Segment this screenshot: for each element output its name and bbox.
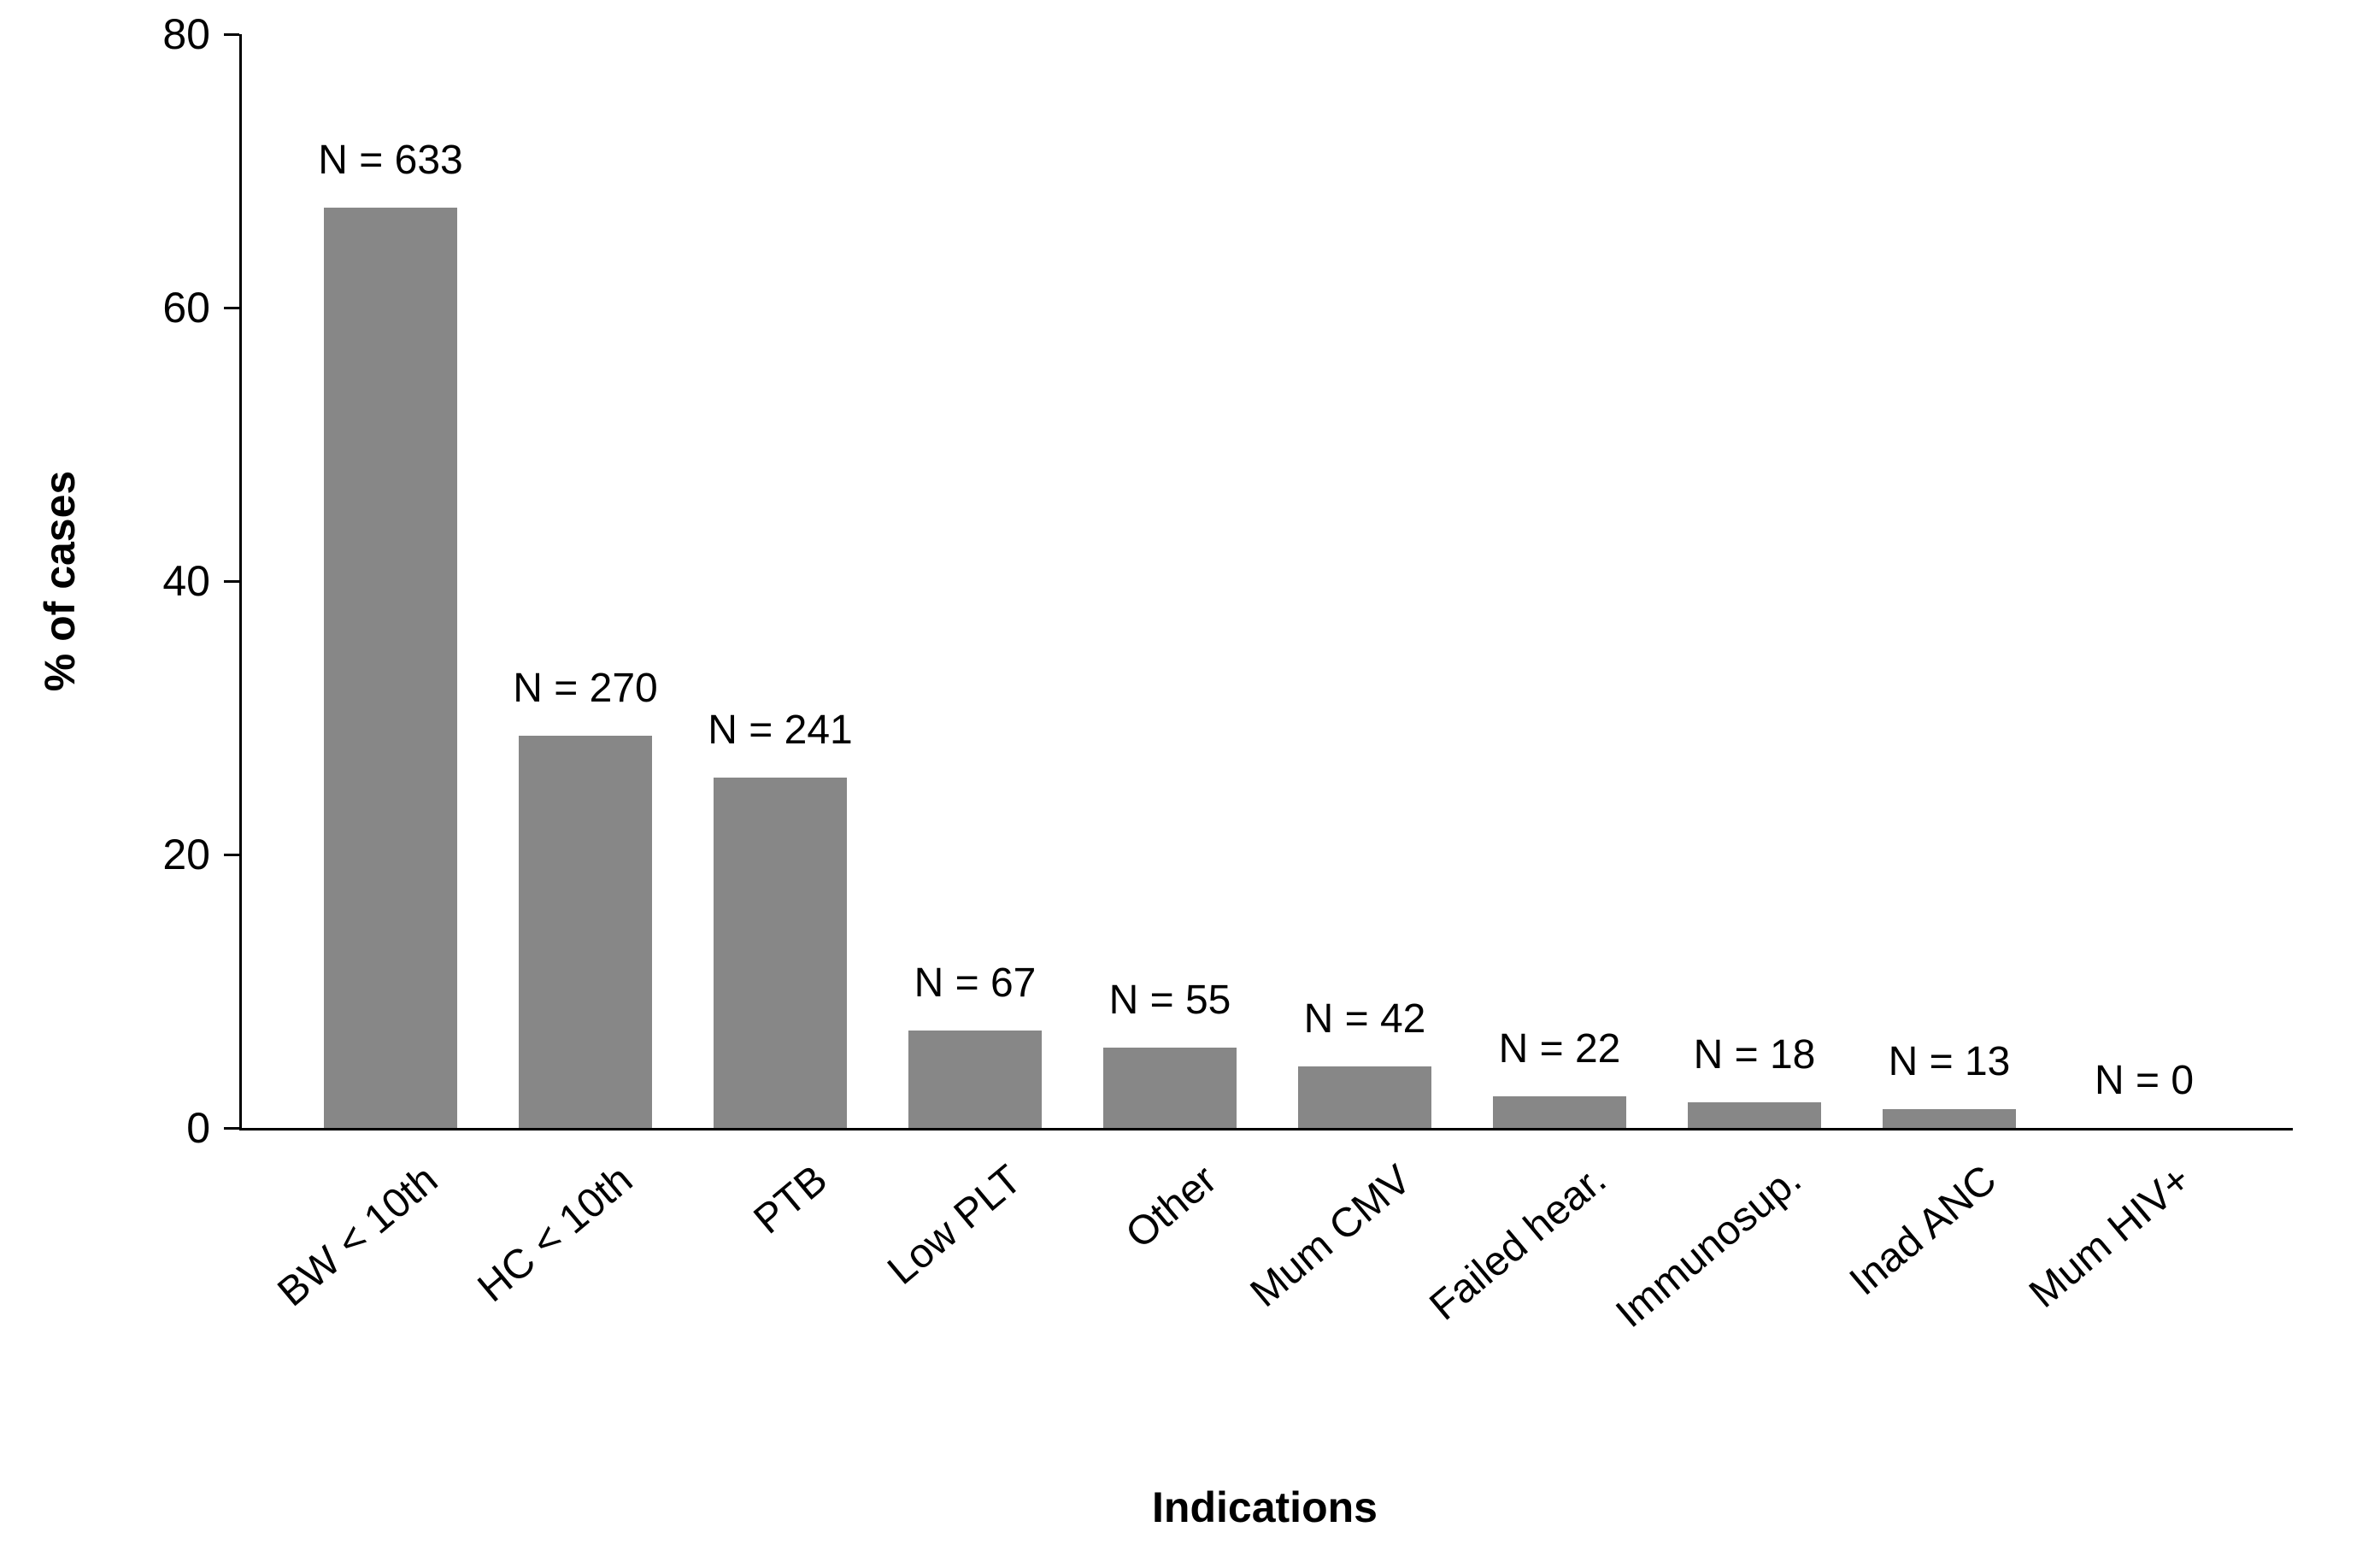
y-tick-mark: [224, 1127, 239, 1130]
y-tick-mark: [224, 307, 239, 309]
bar: [1883, 1109, 2015, 1128]
bar-annotation: N = 0: [2095, 1057, 2194, 1104]
y-axis-title: % of cases: [35, 471, 85, 691]
bar-annotation: N = 13: [1889, 1038, 2011, 1085]
x-category-label: HC < 10th: [468, 1156, 641, 1312]
bar: [1298, 1066, 1431, 1128]
y-tick-mark: [224, 580, 239, 583]
y-tick-label: 40: [162, 556, 210, 606]
y-tick-mark: [224, 33, 239, 36]
bar-annotation: N = 42: [1304, 995, 1426, 1042]
plot-area: [239, 34, 2293, 1130]
y-tick-label: 80: [162, 9, 210, 59]
bar-annotation: N = 22: [1499, 1025, 1621, 1072]
bar-annotation: N = 55: [1109, 977, 1231, 1024]
bar: [714, 778, 846, 1128]
x-category-label: Low PLT: [879, 1156, 1031, 1295]
bar: [1103, 1048, 1236, 1128]
bar-annotation: N = 18: [1694, 1031, 1816, 1078]
y-tick-label: 20: [162, 830, 210, 879]
x-category-label: BW < 10th: [268, 1156, 446, 1316]
x-category-label: Immunosup.: [1607, 1156, 1811, 1337]
x-category-label: Other: [1117, 1156, 1225, 1258]
x-category-label: Inad ANC: [1841, 1156, 2006, 1305]
x-category-label: Mum CMV: [1242, 1156, 1420, 1317]
bar-chart: 0 20 40 60 80 % of cases N = 633 BW < 10th N = 2…: [0, 0, 2374, 1568]
bar: [324, 208, 456, 1128]
y-tick-label: 0: [186, 1103, 210, 1153]
bar-annotation: N = 241: [708, 707, 852, 754]
x-axis-title: Indications: [1152, 1483, 1378, 1532]
bar-annotation: N = 270: [513, 665, 657, 712]
bar: [1493, 1096, 1625, 1128]
bar: [519, 736, 651, 1128]
bar: [1688, 1102, 1820, 1128]
x-category-label: Failed hear.: [1421, 1156, 1615, 1330]
y-tick-mark: [224, 854, 239, 856]
bar: [908, 1031, 1041, 1128]
x-category-label: PTB: [744, 1156, 836, 1243]
x-category-label: Mum HIV+: [2020, 1156, 2200, 1318]
y-tick-label: 60: [162, 283, 210, 332]
bar-annotation: N = 633: [318, 137, 462, 184]
bar-annotation: N = 67: [914, 960, 1037, 1007]
